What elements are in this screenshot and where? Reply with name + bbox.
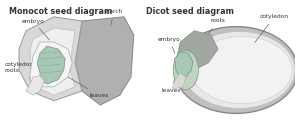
- Polygon shape: [75, 17, 134, 105]
- Ellipse shape: [183, 32, 295, 108]
- Text: embryo: embryo: [158, 37, 181, 53]
- Polygon shape: [30, 28, 75, 95]
- Text: Dicot seed diagram: Dicot seed diagram: [146, 7, 234, 16]
- Text: cotyledon: cotyledon: [255, 14, 289, 43]
- Text: leaves: leaves: [63, 74, 108, 98]
- Text: cotyledon
roots: cotyledon roots: [5, 62, 34, 78]
- Ellipse shape: [191, 36, 292, 104]
- Polygon shape: [172, 73, 186, 90]
- Polygon shape: [19, 17, 82, 101]
- Text: Monocot seed diagram: Monocot seed diagram: [9, 7, 112, 16]
- Ellipse shape: [173, 50, 198, 90]
- Text: leaves: leaves: [162, 75, 182, 94]
- Text: starch: starch: [105, 9, 123, 25]
- Text: embryo: embryo: [22, 18, 50, 40]
- Polygon shape: [176, 31, 218, 70]
- Polygon shape: [37, 46, 65, 84]
- Text: roots: roots: [206, 18, 225, 37]
- Polygon shape: [175, 52, 193, 77]
- Polygon shape: [26, 76, 44, 95]
- Ellipse shape: [175, 27, 298, 113]
- Polygon shape: [30, 42, 72, 87]
